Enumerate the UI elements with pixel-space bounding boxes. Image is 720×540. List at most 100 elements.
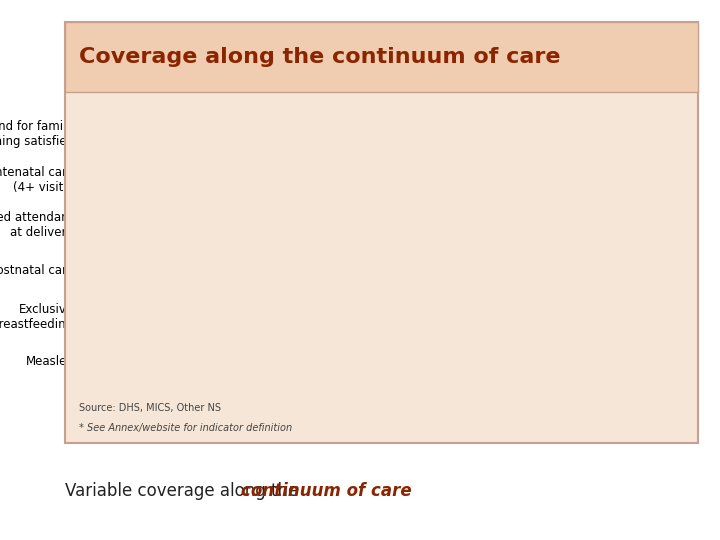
Polygon shape <box>486 230 610 231</box>
Polygon shape <box>487 222 610 223</box>
Polygon shape <box>489 167 610 168</box>
Polygon shape <box>489 308 610 309</box>
Polygon shape <box>489 332 610 333</box>
Polygon shape <box>489 152 610 153</box>
Polygon shape <box>489 296 610 297</box>
Polygon shape <box>489 163 610 164</box>
Polygon shape <box>488 237 610 238</box>
Polygon shape <box>488 235 610 237</box>
Polygon shape <box>489 273 610 274</box>
Polygon shape <box>489 379 610 380</box>
Polygon shape <box>489 119 610 120</box>
Polygon shape <box>489 120 610 122</box>
Text: Variable coverage along the: Variable coverage along the <box>65 482 303 501</box>
Polygon shape <box>489 116 610 117</box>
Polygon shape <box>487 223 610 224</box>
Text: Source: DHS, MICS, Other NS: Source: DHS, MICS, Other NS <box>79 403 221 413</box>
Polygon shape <box>489 258 610 259</box>
Polygon shape <box>489 330 610 331</box>
Polygon shape <box>489 286 610 287</box>
Polygon shape <box>489 189 610 190</box>
Polygon shape <box>489 373 610 374</box>
Polygon shape <box>489 124 610 125</box>
Polygon shape <box>489 177 610 178</box>
Polygon shape <box>489 303 610 304</box>
Polygon shape <box>489 344 610 345</box>
Polygon shape <box>489 307 610 308</box>
Polygon shape <box>534 395 564 396</box>
Polygon shape <box>489 282 610 284</box>
Polygon shape <box>489 160 610 161</box>
Polygon shape <box>489 122 610 123</box>
Polygon shape <box>489 348 610 349</box>
Polygon shape <box>489 295 610 296</box>
Polygon shape <box>489 102 610 103</box>
Polygon shape <box>489 200 610 201</box>
Polygon shape <box>489 364 610 366</box>
Polygon shape <box>489 309 610 310</box>
Polygon shape <box>489 341 610 342</box>
Polygon shape <box>489 113 610 114</box>
Polygon shape <box>489 354 610 355</box>
Bar <box>79 211 435 235</box>
Polygon shape <box>489 134 610 136</box>
Polygon shape <box>489 194 610 195</box>
Polygon shape <box>504 386 595 387</box>
Polygon shape <box>489 191 610 192</box>
Polygon shape <box>489 298 610 299</box>
Polygon shape <box>489 145 610 146</box>
Polygon shape <box>486 255 610 256</box>
Polygon shape <box>544 397 554 399</box>
Polygon shape <box>489 110 610 111</box>
Polygon shape <box>489 181 610 182</box>
Polygon shape <box>489 328 610 329</box>
Polygon shape <box>489 279 610 280</box>
Polygon shape <box>489 346 610 347</box>
Polygon shape <box>488 232 610 233</box>
Polygon shape <box>489 125 610 126</box>
Polygon shape <box>489 202 610 203</box>
Polygon shape <box>489 317 610 318</box>
Polygon shape <box>489 141 610 143</box>
Polygon shape <box>489 98 610 99</box>
Polygon shape <box>489 311 610 312</box>
Polygon shape <box>489 178 610 179</box>
Polygon shape <box>488 208 610 209</box>
Text: Birth: Birth <box>537 225 566 238</box>
Polygon shape <box>487 216 610 217</box>
Polygon shape <box>489 340 610 341</box>
Polygon shape <box>487 218 610 219</box>
Polygon shape <box>487 219 610 220</box>
Text: * See Annex/website for indicator definition: * See Annex/website for indicator defini… <box>79 423 292 433</box>
Polygon shape <box>489 357 610 358</box>
Polygon shape <box>489 106 610 107</box>
Polygon shape <box>489 320 610 321</box>
Polygon shape <box>489 131 610 132</box>
Polygon shape <box>489 133 610 134</box>
Polygon shape <box>487 227 610 228</box>
Polygon shape <box>489 99 610 100</box>
Text: Neonatal period: Neonatal period <box>504 276 599 289</box>
Text: 95: 95 <box>441 217 457 230</box>
Polygon shape <box>489 315 610 316</box>
Polygon shape <box>489 139 610 140</box>
Polygon shape <box>489 193 610 194</box>
Polygon shape <box>489 169 610 170</box>
Polygon shape <box>489 345 610 346</box>
Polygon shape <box>489 164 610 165</box>
Polygon shape <box>489 281 610 282</box>
Polygon shape <box>489 97 610 98</box>
Polygon shape <box>489 146 610 147</box>
Polygon shape <box>489 326 610 327</box>
Polygon shape <box>489 173 610 174</box>
Polygon shape <box>489 366 610 367</box>
Polygon shape <box>489 103 610 104</box>
Polygon shape <box>489 159 610 160</box>
Polygon shape <box>500 384 598 386</box>
Polygon shape <box>489 260 610 261</box>
Polygon shape <box>489 369 610 370</box>
Polygon shape <box>489 285 610 286</box>
Polygon shape <box>521 390 577 391</box>
Polygon shape <box>487 224 610 225</box>
Polygon shape <box>489 361 610 362</box>
